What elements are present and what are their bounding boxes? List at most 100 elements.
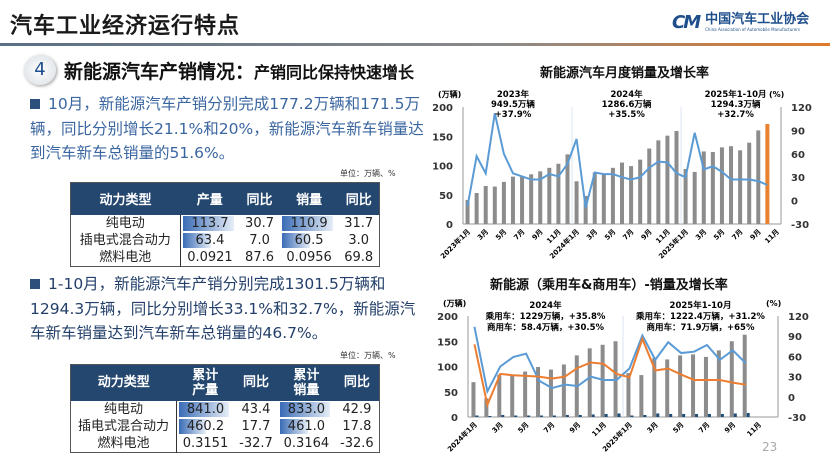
unit-label: 单位：万辆、% [340,351,396,360]
october-power-type-table: 动力类型 产量 同比 销量 同比 纯电动 113.7 30.7 110.9 31.7 插电式混合动力… [70,182,380,267]
passenger-bar [652,357,657,417]
table-cell: 113.7 [180,215,239,232]
y-tick-left: 0 [446,220,453,231]
sales-bar [610,167,615,224]
sales-bar [729,146,734,224]
sales-bar [747,142,752,224]
bullet-ytd: 1-10月，新能源汽车产销分别完成1301.5万辆和1294.3万辆，同比分别增… [30,272,425,346]
sales-bar [465,200,470,224]
table-cell: 燃料电池 [70,248,181,266]
column-header: 累计 销量 [278,364,335,401]
year-annotation: 2023年 [497,89,530,100]
sales-bar [692,171,697,224]
table-cell: 60.5 [280,232,339,249]
table-row: 纯电动 113.7 30.7 110.9 31.7 [70,214,380,232]
y-tick-left: 50 [439,191,453,202]
unit-label: 单位：万辆、% [340,169,396,178]
table-cell: 87.6 [245,249,274,265]
table-cell: 833.0 [278,401,335,418]
sales-bar [592,172,597,224]
sales-bar [710,152,715,224]
year-annotation: 商用车：58.4万辆，+30.5% [487,322,605,333]
x-tick-label: 3月 [694,228,708,242]
y-tick-right: 0 [788,393,795,404]
x-tick-label: 5月 [603,228,617,242]
table-cell: 63.4 [180,232,239,249]
x-tick-label: 7月 [542,421,556,435]
x-tick-label: 5月 [494,228,508,242]
y-tick-right: 60 [791,150,805,161]
table-cell: 0.3151 [182,435,229,451]
slide-title: 汽车工业经济运行特点 [10,14,241,39]
passenger-bar [536,367,541,417]
year-annotation: +32.7% [717,110,754,120]
sales-bar [765,123,770,224]
passenger-bar [600,344,605,417]
section-heading: 新能源汽车产销情况：产销同比保持快速增长 [64,57,414,84]
commercial-bar [617,413,621,417]
year-annotation: 2025年1-10月 [670,300,732,311]
x-tick-label: 7月 [730,228,744,242]
growth-line [466,113,768,208]
table-cell: 43.4 [241,401,271,417]
passenger-bar [484,398,489,417]
table-cell: 插电式混合动力 [70,231,181,249]
logo-subtext: China Association of Automobile Manufact… [705,27,801,32]
commercial-bar [475,415,479,417]
sales-bar [520,176,525,224]
column-header: 同比 [239,182,280,215]
column-header: 销量 [279,182,339,215]
section-subtitle: 产销同比保持快速增长 [254,63,415,82]
sales-bar [701,151,706,224]
sales-bar [601,174,606,224]
x-tick-label: 11月 [591,421,609,439]
sales-bar [647,148,652,224]
commercial-bar [682,413,686,417]
passenger-bar [561,364,566,417]
passenger-bar [471,382,476,417]
sales-bar [665,135,670,224]
commercial-bar [643,414,647,417]
table-row: 插电式混合动力 63.4 7.0 60.5 3.0 [70,231,380,249]
commercial-bar [746,412,750,417]
sales-bar [556,163,561,224]
column-header: 同比 [334,364,380,401]
sales-bar [719,147,724,224]
commercial-bar [540,415,544,417]
passenger-bar [497,374,502,417]
year-annotation: 乘用车：1229万辆，+35.8% [485,311,606,322]
x-tick-label: 11月 [763,228,781,246]
column-header: 同比 [338,182,380,215]
y-tick-right: -30 [788,413,806,424]
y-axis-label-right: (%) [766,299,781,308]
x-tick-label: 2023年1月 [438,227,471,260]
passenger-bar [691,354,696,417]
page-number: 23 [762,440,778,454]
passenger-bar [587,348,592,417]
y-tick-right: 120 [788,312,809,323]
column-header: 同比 [233,364,279,401]
passenger-bar [548,369,553,417]
chart1-title: 新能源汽车月度销量及增长率 [540,66,710,81]
year-annotation: 商用车：71.9万辆，+65% [647,322,755,333]
x-tick-label: 2024年1月 [445,420,478,453]
commercial-bar [591,414,595,417]
y-axis-label-right: (%) [769,90,784,99]
commercial-bar [720,413,724,417]
sales-bar [538,171,543,224]
x-tick-label: 3月 [476,228,490,242]
table-cell: 42.9 [342,401,372,417]
x-tick-label: 3月 [646,421,660,435]
commercial-bar [565,414,569,417]
table-cell: 插电式混合动力 [70,417,178,435]
commercial-bar [630,415,634,417]
sales-bar [656,140,661,224]
bullet-text: 10月，新能源汽车产销分别完成177.2万辆和171.5万辆，同比分别增长21.… [30,95,424,162]
growth-line-orange [473,336,746,409]
year-annotation: +37.9% [495,110,532,120]
passenger-bar [639,375,644,417]
column-header: 动力类型 [70,182,181,215]
table-cell: 110.9 [280,215,339,232]
year-annotation: 2024年 [529,300,562,311]
data-bar [281,232,310,248]
